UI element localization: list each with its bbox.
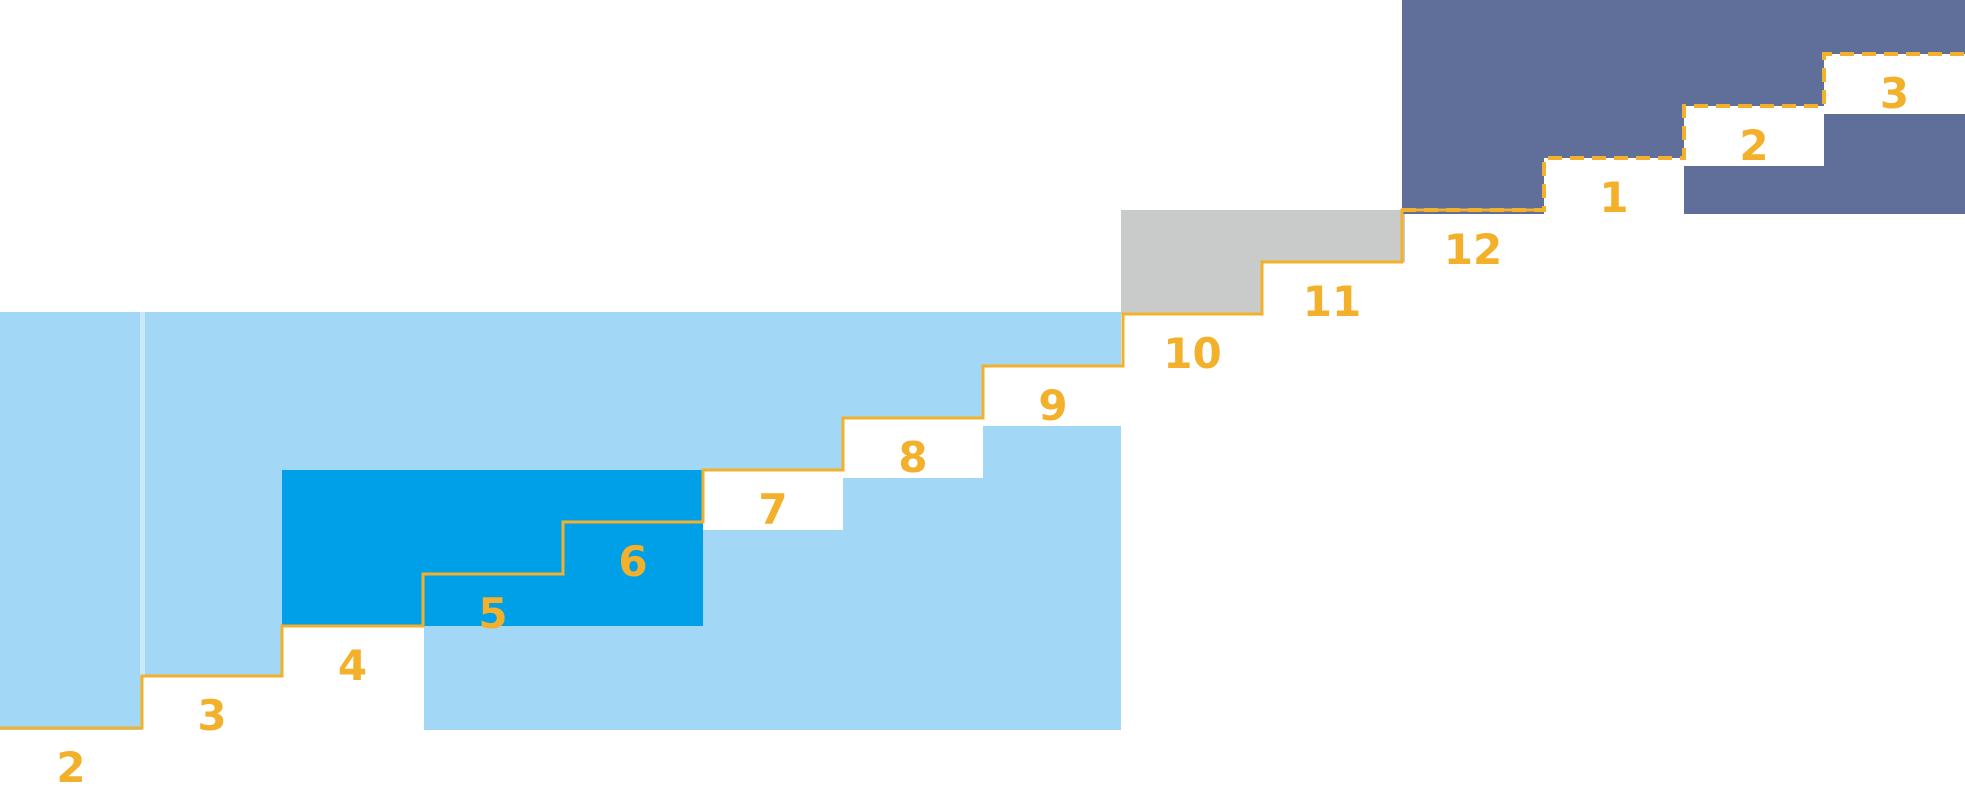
- step-label: 8: [898, 433, 927, 482]
- white-gap: [1544, 158, 1684, 218]
- white-gap: [983, 366, 1123, 426]
- bright-blue-block: [282, 470, 703, 626]
- step-label: 4: [338, 641, 367, 690]
- white-gap: [1262, 262, 1405, 322]
- step-label: 1: [1599, 173, 1628, 222]
- white-gap: [703, 470, 843, 530]
- white-gap: [282, 626, 424, 736]
- step-label: 3: [1880, 69, 1909, 118]
- light-blue-divider: [140, 312, 145, 676]
- step-label: 9: [1038, 381, 1067, 430]
- white-gap: [1684, 106, 1824, 166]
- stair-outline-solid: [0, 208, 1544, 730]
- step-label: 11: [1303, 277, 1361, 326]
- step-label: 6: [618, 537, 647, 586]
- step-label: 2: [56, 743, 85, 786]
- stair-outline-dashed: [1402, 52, 1965, 212]
- step-label: 3: [197, 691, 226, 740]
- white-gap: [843, 418, 983, 478]
- step-label: 7: [758, 485, 787, 534]
- white-gap: [142, 676, 284, 736]
- step-label: 12: [1444, 225, 1502, 274]
- step-label: 2: [1739, 121, 1768, 170]
- step-label: 10: [1163, 329, 1221, 378]
- step-label: 5: [478, 589, 507, 638]
- white-gap: [1824, 54, 1965, 114]
